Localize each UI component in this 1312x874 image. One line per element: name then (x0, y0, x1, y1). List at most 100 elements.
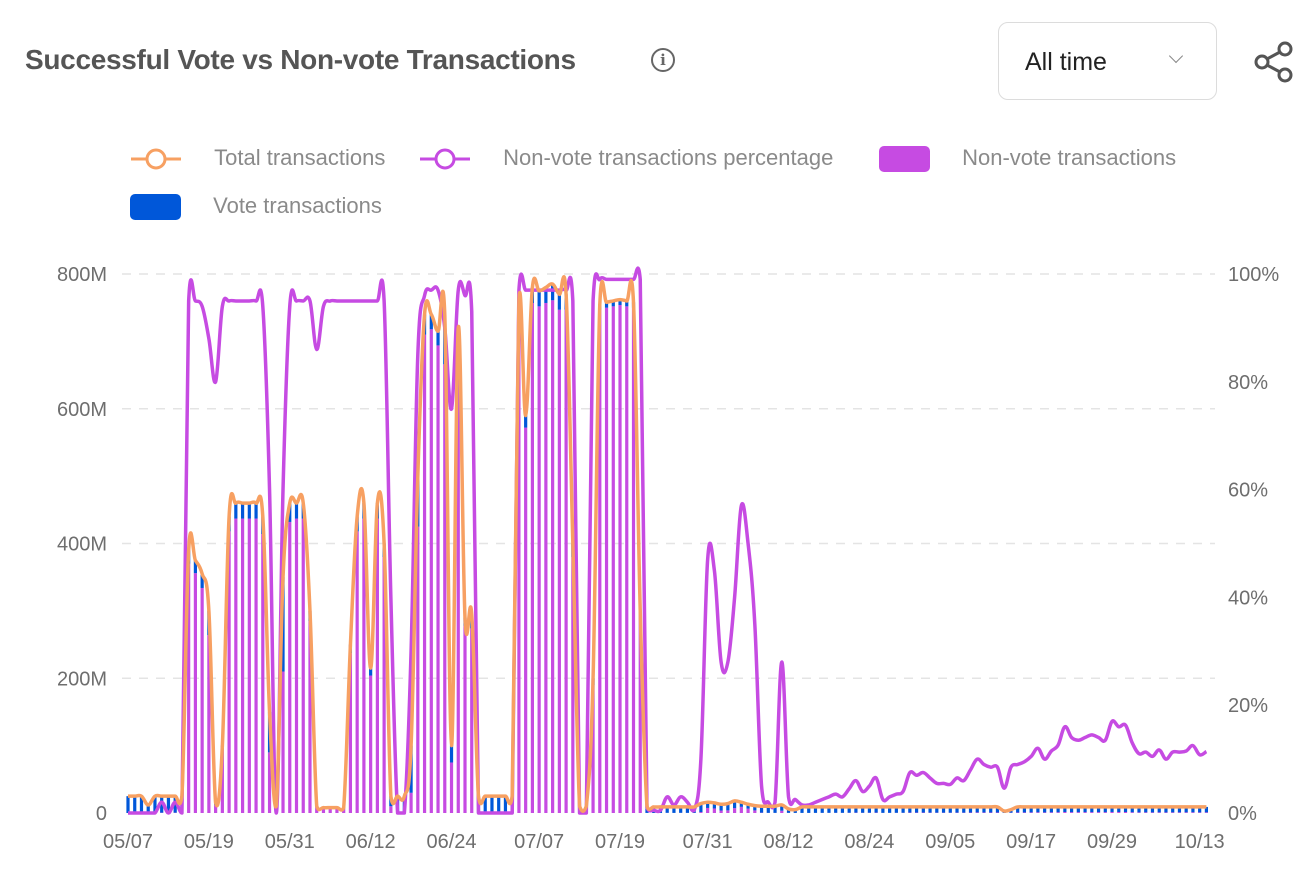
bar-non-vote (247, 518, 251, 813)
bar-vote (894, 806, 898, 813)
share-icon[interactable] (1252, 40, 1296, 89)
bar-non-vote (625, 306, 629, 813)
bar-non-vote (544, 302, 548, 813)
bar-vote (139, 796, 144, 813)
line-non-vote-percentage (128, 266, 1208, 815)
bar-non-vote (1157, 812, 1161, 813)
bar-vote (928, 806, 932, 813)
bar-non-vote (551, 300, 555, 813)
bar-non-vote (1164, 812, 1168, 813)
bar-vote (126, 796, 130, 813)
bar-vote (1137, 806, 1141, 813)
bar-vote (955, 806, 959, 813)
bar-non-vote (989, 812, 993, 813)
bar-vote (200, 573, 204, 588)
bar-vote (995, 806, 1000, 813)
bar-non-vote (1076, 812, 1080, 813)
bar-non-vote (369, 675, 373, 813)
bar-vote (1150, 806, 1155, 813)
bar-vote (1063, 806, 1067, 813)
legend-swatch-icon (879, 146, 930, 173)
chart-title: Successful Vote vs Non-vote Transactions (25, 44, 576, 75)
bar-non-vote (1150, 812, 1155, 813)
bar-vote (1117, 806, 1121, 813)
bar-non-vote (564, 309, 568, 813)
bar-non-vote (187, 563, 191, 813)
y-left-tick-label: 800M (57, 264, 107, 286)
bar-vote (544, 287, 548, 303)
bar-vote (1090, 806, 1094, 813)
bar-vote (240, 503, 245, 519)
bar-non-vote (335, 807, 339, 813)
bar-vote (786, 808, 791, 813)
bar-vote (234, 503, 238, 519)
bar-vote (813, 806, 818, 813)
bar-non-vote (315, 807, 319, 813)
bar-non-vote (261, 534, 265, 813)
bar-non-vote (416, 526, 420, 813)
bar-non-vote (517, 316, 521, 813)
bar-non-vote (193, 573, 197, 813)
bar-vote (1184, 806, 1188, 813)
bar-non-vote (706, 807, 710, 813)
bar-non-vote (753, 810, 757, 813)
bar-vote (294, 503, 299, 519)
bar-vote (962, 806, 966, 813)
bar-non-vote (200, 587, 204, 813)
x-tick-label: 10/13 (1175, 831, 1225, 853)
bar-vote (679, 806, 683, 813)
y-left-tick-label: 400M (57, 534, 107, 556)
bar-vote (665, 806, 669, 813)
bar-non-vote (1144, 812, 1148, 813)
bar-non-vote (1036, 812, 1040, 813)
bar-non-vote (1191, 812, 1195, 813)
bar-vote (921, 806, 925, 813)
bar-non-vote (557, 309, 561, 813)
bar-vote (490, 796, 494, 813)
bar-non-vote (301, 518, 305, 813)
y-right-tick-label: 100% (1228, 264, 1279, 286)
bar-non-vote (537, 306, 541, 813)
bar-vote (247, 503, 251, 519)
bar-vote (847, 806, 851, 813)
time-range-dropdown[interactable]: All time (998, 22, 1217, 100)
bar-non-vote (1110, 811, 1114, 813)
bar-vote (712, 802, 716, 809)
bar-non-vote (348, 652, 353, 813)
bar-vote (773, 806, 777, 813)
legend-label: Vote transactions (213, 193, 382, 218)
bar-non-vote (220, 749, 224, 813)
bar-vote (901, 806, 905, 813)
x-tick-label: 08/24 (844, 831, 894, 853)
bar-non-vote (1204, 812, 1208, 813)
bar-vote (1043, 806, 1047, 813)
y-left-tick-label: 600M (57, 399, 107, 421)
x-tick-label: 09/17 (1006, 831, 1056, 853)
bar-non-vote (1056, 812, 1060, 813)
bar-non-vote (780, 810, 784, 813)
bar-non-vote (375, 518, 379, 813)
legend-non-vote-percentage[interactable]: Non-vote transactions percentage (419, 145, 833, 172)
bar-non-vote (1130, 812, 1134, 813)
y-right-tick-label: 40% (1228, 587, 1268, 609)
x-tick-label: 05/19 (184, 831, 234, 853)
bar-non-vote (604, 307, 609, 813)
bar-non-vote (436, 345, 440, 813)
bar-vote (1204, 806, 1208, 813)
bar-vote (1056, 806, 1060, 813)
legend-non-vote-transactions[interactable]: Non-vote transactions (879, 145, 1176, 173)
info-icon[interactable]: i (651, 48, 675, 72)
bar-vote (840, 806, 845, 813)
legend-vote-transactions[interactable]: Vote transactions (130, 193, 382, 221)
bar-vote (941, 806, 946, 813)
bar-non-vote (1029, 812, 1033, 813)
legend-total-transactions[interactable]: Total transactions (130, 145, 385, 172)
bar-non-vote (746, 808, 750, 813)
bar-vote (1110, 806, 1114, 812)
x-tick-label: 05/31 (265, 831, 315, 853)
bar-non-vote (321, 807, 326, 813)
bar-vote (867, 806, 871, 813)
bar-non-vote (355, 531, 359, 813)
bar-vote (753, 805, 757, 811)
